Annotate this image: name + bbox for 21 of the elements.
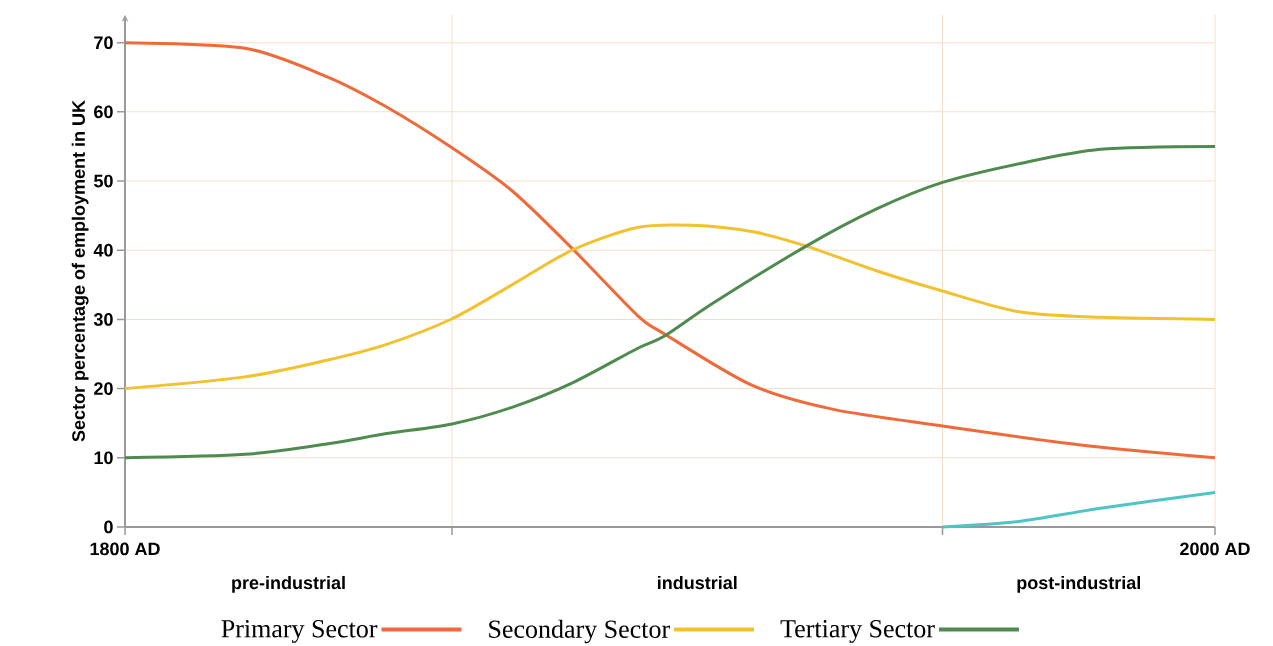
y-tick-label: 70 — [94, 36, 113, 50]
y-tick-label: 0 — [104, 520, 113, 534]
legend-label: Secondary Sector — [489, 619, 670, 644]
y-axis-title: Sector percentage of employment in UK — [71, 100, 89, 442]
y-tick-label: 30 — [93, 313, 113, 326]
x-tick-label: 1800 AD — [90, 542, 160, 556]
text: post-industrial — [1017, 575, 1140, 593]
legend-label: Primary Sector — [221, 620, 378, 643]
y-tick-label: 20 — [94, 382, 113, 395]
line-series — [123, 41, 1217, 460]
text: industrial — [658, 575, 737, 590]
line-series — [123, 144, 1217, 460]
y-tick-label: 10 — [94, 451, 113, 465]
y-tick-label: 40 — [93, 243, 113, 257]
y-tick-label: 50 — [94, 174, 113, 188]
legend-label: Tertiary Sector — [780, 620, 935, 643]
line-series — [941, 490, 1217, 529]
line-series — [123, 223, 1217, 391]
y-tick-label: 60 — [94, 105, 113, 119]
x-tick-label: 2000 AD — [1180, 542, 1250, 556]
text: pre-industrial — [232, 575, 345, 593]
